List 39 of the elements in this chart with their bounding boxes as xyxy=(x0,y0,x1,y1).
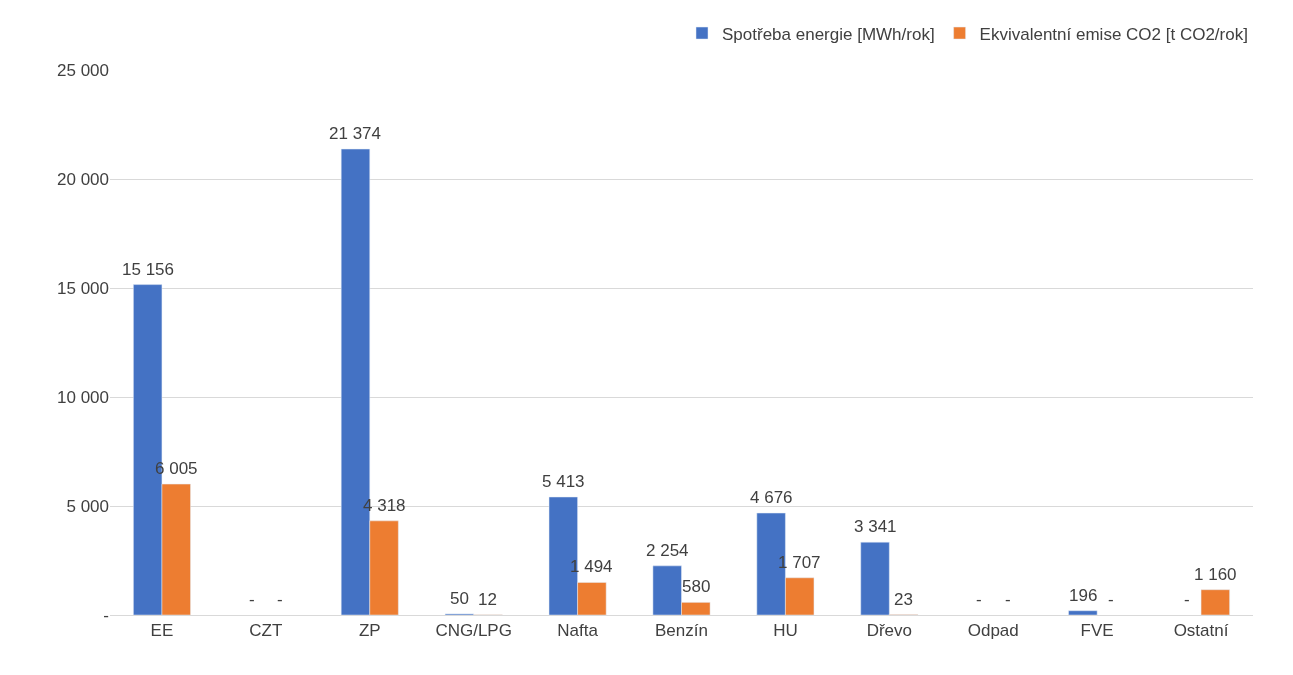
y-tick-label: 25 000 xyxy=(57,60,109,80)
data-label: 580 xyxy=(682,577,711,596)
x-tick-label: Ostatní xyxy=(1173,621,1229,641)
data-label: 4 676 xyxy=(750,488,793,507)
y-tick-label: 10 000 xyxy=(57,387,109,407)
text: - xyxy=(976,590,982,609)
legend-label: Spotřeba energie [MWh/rok] xyxy=(722,24,935,44)
data-label: 196 xyxy=(1069,586,1098,605)
x-tick-label: EE xyxy=(150,621,174,641)
data-label: 1 160 xyxy=(1194,565,1237,584)
x-tick-label: CNG/LPG xyxy=(435,621,512,641)
data-label: 23 xyxy=(894,590,913,609)
y-tick-label: 5 000 xyxy=(66,496,109,516)
x-tick-label: ZP xyxy=(358,621,381,641)
bar xyxy=(1068,610,1098,615)
text: - xyxy=(1184,590,1190,609)
x-tick-label: Benzín xyxy=(655,621,708,641)
text: - xyxy=(249,590,255,609)
data-label: 12 xyxy=(478,590,497,609)
x-tick-label: Nafta xyxy=(557,621,599,641)
x-tick-label: HU xyxy=(773,621,798,641)
data-label: 5 413 xyxy=(542,472,585,491)
x-tick-label: Odpad xyxy=(967,621,1019,641)
data-label: 21 374 xyxy=(329,124,381,143)
y-tick-label: - xyxy=(103,605,109,625)
data-label: 50 xyxy=(450,589,469,608)
data-label: 15 156 xyxy=(122,260,174,279)
x-tick-label: FVE xyxy=(1080,621,1114,641)
text: - xyxy=(277,590,283,609)
y-tick-label: 20 000 xyxy=(57,169,109,189)
text: - xyxy=(1005,590,1011,609)
data-label: 3 341 xyxy=(854,517,897,536)
x-tick-label: Dřevo xyxy=(866,621,912,641)
data-label: 2 254 xyxy=(646,541,689,560)
x-tick-label: CZT xyxy=(249,621,283,641)
legend-label: Ekvivalentní emise CO2 [t CO2/rok] xyxy=(979,24,1248,44)
bar xyxy=(1200,589,1230,615)
y-tick-label: 15 000 xyxy=(57,278,109,298)
text: - xyxy=(1108,590,1114,609)
